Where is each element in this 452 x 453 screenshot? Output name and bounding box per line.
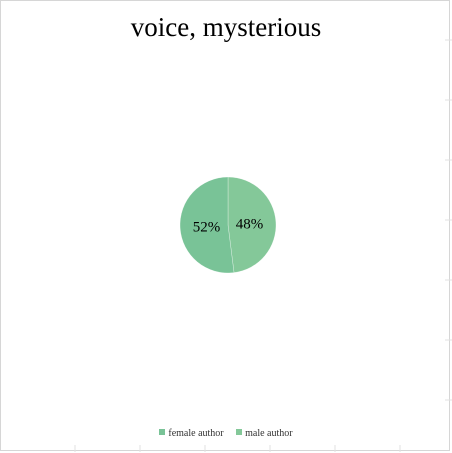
legend-label-female: female author — [168, 428, 224, 439]
legend-item-male: male author — [236, 428, 293, 439]
legend-item-female: female author — [159, 428, 224, 439]
pie-slice-female-author — [179, 176, 235, 274]
pie-label-female-author: 52% — [193, 219, 221, 235]
legend-swatch-female — [159, 429, 166, 435]
legend-swatch-male — [236, 429, 243, 435]
pie-label-male-author: 48% — [236, 217, 264, 233]
legend: female author male author — [0, 428, 452, 439]
pie-slice-male-author — [227, 176, 277, 273]
legend-label-male: male author — [245, 428, 293, 439]
chart-title: voice, mysterious — [130, 12, 322, 42]
